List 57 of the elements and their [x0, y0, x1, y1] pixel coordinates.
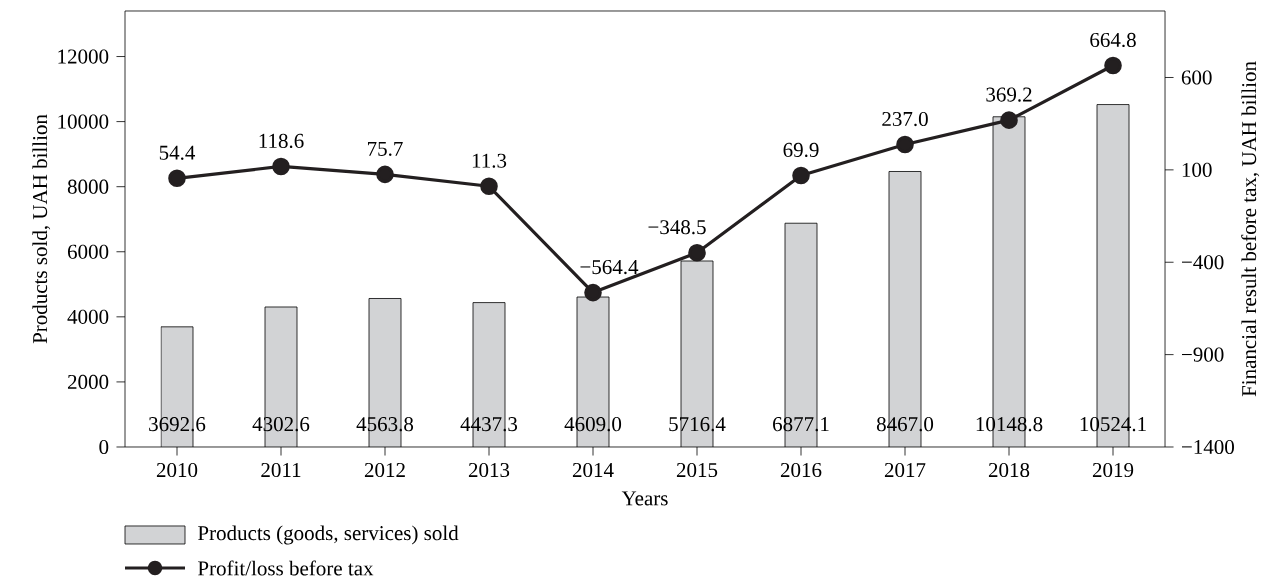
point: [272, 157, 290, 176]
y-tick-label: 6000: [67, 244, 109, 259]
data-label: 4563.8: [356, 417, 414, 432]
point: [168, 169, 186, 188]
y-tick-label: 4000: [67, 309, 109, 324]
x-tick-label: 2016: [780, 462, 822, 478]
x-tick-label: 2010: [156, 462, 198, 478]
x-tick-label: 2014: [572, 462, 614, 478]
point: [1104, 56, 1122, 75]
point: [896, 135, 914, 154]
point: [584, 283, 602, 302]
x-tick-label: 2013: [468, 462, 510, 478]
data-label: 3692.6: [149, 417, 206, 432]
y-tick-label: 0: [99, 439, 109, 455]
point: [688, 243, 706, 262]
point: [480, 177, 498, 196]
data-label: 664.8: [1090, 32, 1136, 48]
data-label: 6877.1: [773, 417, 829, 432]
x-tick-label: 2011: [261, 462, 301, 478]
y-tick-label: 2000: [67, 374, 109, 390]
point: [376, 165, 394, 184]
y2-tick-label: −400: [1181, 255, 1224, 270]
data-label: 10524.1: [1080, 417, 1146, 432]
legend-label: Profit/loss before tax: [198, 560, 374, 576]
x-tick-label: 2017: [884, 462, 926, 478]
y2-tick-label: 600: [1181, 70, 1212, 85]
y-tick-label: 12000: [58, 49, 109, 64]
data-label: −348.5: [648, 220, 706, 235]
y2-axis-title: Financial result before tax, UAH billion: [1241, 61, 1260, 397]
data-label: 4437.3: [460, 417, 518, 432]
data-label: 5716.4: [669, 417, 726, 432]
x-tick-label: 2015: [676, 462, 718, 478]
y-tick-label: 8000: [67, 179, 109, 194]
data-label: 69.9: [783, 142, 819, 158]
y-tick-label: 10000: [58, 114, 109, 129]
x-axis-title: Years: [621, 491, 668, 506]
y2-tick-label: −900: [1181, 347, 1224, 362]
data-label: 8467.0: [876, 417, 934, 432]
y-axis-title: Products sold, UAH billion: [32, 114, 51, 344]
data-label: 118.6: [259, 133, 304, 149]
x-tick-label: 2012: [364, 462, 405, 478]
x-tick-label: 2019: [1092, 462, 1134, 478]
x-tick-label: 2018: [988, 462, 1030, 478]
point: [1000, 111, 1018, 129]
data-label: −564.4: [580, 260, 639, 275]
point: [792, 166, 810, 185]
y2-tick-label: 100: [1182, 162, 1212, 177]
data-label: 75.7: [368, 141, 403, 156]
legend-label: Products (goods, services) sold: [198, 525, 459, 545]
y2-tick-label: −1400: [1181, 439, 1234, 455]
data-label: 10148.8: [976, 417, 1043, 432]
data-label: 237.0: [882, 111, 928, 127]
data-label: 4609.0: [564, 417, 622, 432]
data-label: 11.3: [472, 153, 507, 168]
data-label: 369.2: [986, 87, 1032, 102]
data-label: 4302.6: [252, 417, 310, 432]
data-label: 54.4: [159, 145, 196, 160]
